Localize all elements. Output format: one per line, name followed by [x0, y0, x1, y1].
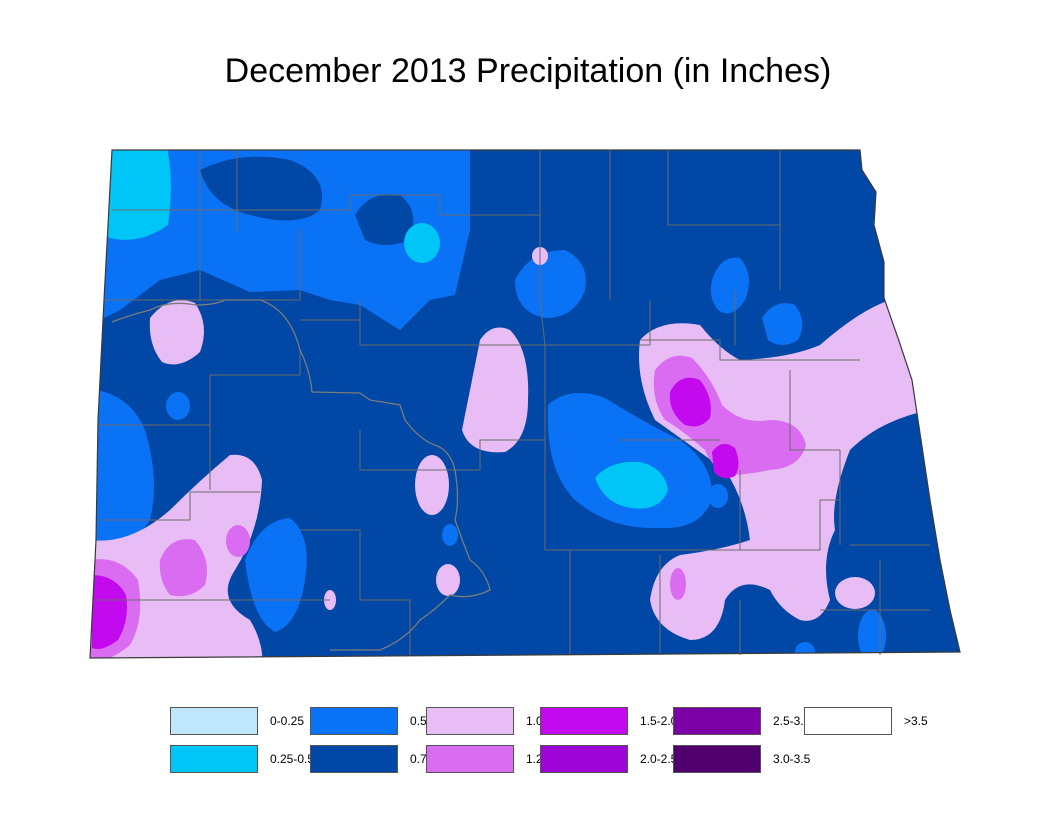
legend: 0-0.25 0.25-0.5 0.5-0.75 0.75-1.0 1.0-1.…	[170, 706, 930, 786]
legend-swatch	[804, 707, 892, 735]
legend-item: >3.5	[804, 706, 928, 736]
county-borders	[96, 150, 930, 655]
zone-east-1.5-2.0-b	[712, 443, 739, 479]
legend-swatch	[426, 707, 514, 735]
legend-swatch	[673, 707, 761, 735]
zone-ne-0.5-0.75-b	[762, 303, 803, 345]
legend-swatch	[673, 745, 761, 773]
zone-sw-1.25-1.5	[159, 539, 208, 597]
zone-sw-0.5-0.75	[245, 518, 307, 632]
legend-swatch	[540, 745, 628, 773]
zone-nc-0.5-0.75	[515, 250, 586, 318]
zone-ne-0.5-0.75	[710, 257, 749, 314]
map-title: December 2013 Precipitation (in Inches)	[224, 52, 832, 90]
zone-w-0.5-0.75-dot	[166, 392, 190, 420]
zone-sw-1.25-1.5-b	[226, 525, 250, 557]
zone-c-0.5-0.75-dot	[442, 524, 458, 546]
legend-swatch	[170, 745, 258, 773]
zone-north-0.25-0.5-dot	[404, 223, 440, 263]
legend-item: 2.0-2.5	[540, 744, 677, 774]
legend-swatch	[170, 707, 258, 735]
legend-label: 1.5-2.0	[640, 714, 678, 728]
zone-far-sw-1.5-2.0	[92, 575, 127, 649]
legend-label: 3.0-3.5	[773, 752, 811, 766]
zone-se-0.5-0.75-b	[795, 642, 815, 658]
zone-west-0.5-0.75	[95, 390, 154, 545]
legend-swatch	[310, 707, 398, 735]
zone-se-1.0-1.25-b	[835, 577, 875, 609]
zone-nw-1.0-1.25	[149, 300, 204, 365]
zone-northwest-0.25-0.5	[100, 150, 171, 240]
legend-swatch	[310, 745, 398, 773]
legend-item: 1.5-2.0	[540, 706, 677, 736]
legend-label: 2.0-2.5	[640, 752, 678, 766]
legend-item: 0.25-0.5	[170, 744, 314, 774]
legend-item: 0.5-0.75	[310, 706, 454, 736]
zone-central-0.25-0.5	[595, 461, 668, 509]
legend-label: >3.5	[904, 714, 928, 728]
legend-item: 3.0-3.5	[673, 744, 810, 774]
legend-label: 0.25-0.5	[270, 752, 315, 766]
zone-c-1.0-1.25-c	[436, 564, 460, 596]
legend-swatch	[540, 707, 628, 735]
legend-item: 2.5-3.0	[673, 706, 810, 736]
legend-item: 0.75-1.0	[310, 744, 454, 774]
zone-ne-0.5-0.75-dot	[708, 484, 728, 508]
zone-central-0.5-0.75	[547, 392, 713, 529]
zone-north-dark-island-2	[355, 194, 414, 245]
zone-se-0.5-0.75	[858, 610, 886, 658]
zone-central-1.0-1.25	[462, 327, 529, 453]
zone-se-1.25-1.5	[670, 568, 686, 600]
legend-label: 2.5-3.0	[773, 714, 811, 728]
zone-c-1.0-1.25-b	[415, 455, 449, 515]
state-outline	[89, 149, 961, 659]
river-outline	[111, 299, 491, 651]
zone-north-0.5-0.75	[100, 150, 470, 330]
precip-zones	[90, 150, 960, 658]
legend-item: 0-0.25	[170, 706, 304, 736]
zone-north-dark-island	[200, 156, 322, 221]
legend-swatch	[426, 745, 514, 773]
zone-east-1.5-2.0	[669, 377, 711, 427]
legend-label: 0-0.25	[270, 714, 305, 728]
